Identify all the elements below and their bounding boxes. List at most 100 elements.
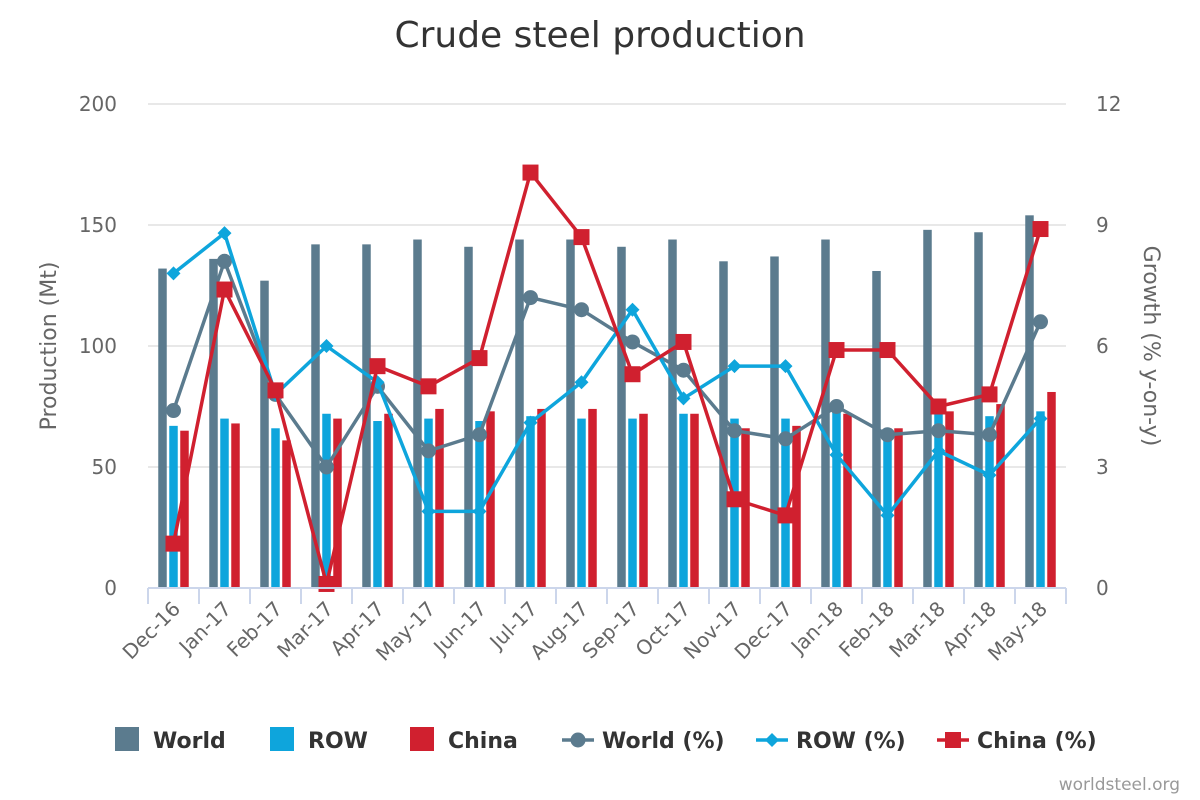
point-row	[472, 504, 487, 519]
legend-item-china[interactable]: China	[410, 727, 518, 754]
point-china	[777, 507, 794, 524]
bar-row	[628, 418, 637, 588]
credit-label[interactable]: worldsteel.org	[1059, 775, 1180, 795]
bar-china	[282, 440, 291, 588]
point-world	[727, 423, 742, 439]
y2-axis-title: Growth (% y-on-y)	[1138, 246, 1163, 447]
y2-tick-label: 0	[1096, 576, 1109, 600]
legend-label: World (%)	[602, 729, 725, 754]
bar-row	[1036, 411, 1045, 588]
legend-label: China	[448, 729, 518, 754]
y-tick-label: 50	[92, 455, 117, 479]
legend-item-row[interactable]: ROW (%)	[756, 729, 906, 754]
bar-china	[537, 408, 546, 588]
bar-china	[792, 425, 801, 588]
point-world	[574, 302, 589, 318]
chart-title: Crude steel production	[394, 15, 805, 56]
point-china	[624, 366, 641, 383]
bar-world	[617, 246, 626, 588]
bar-world	[209, 258, 218, 588]
bar-row	[526, 416, 535, 588]
bar-china	[996, 404, 1005, 588]
legend-marker	[570, 732, 586, 748]
bar-world	[974, 232, 983, 588]
bar-row	[373, 421, 382, 588]
bar-row	[220, 418, 229, 588]
point-world	[421, 443, 436, 459]
x-tick-label: Mar-18	[884, 597, 950, 663]
point-world	[217, 253, 232, 269]
bar-world	[770, 256, 779, 588]
bars	[158, 215, 1056, 589]
bar-world	[668, 239, 677, 588]
point-world	[778, 431, 793, 447]
y-tick-label: 200	[79, 92, 117, 116]
x-tick-label: Mar-17	[272, 597, 338, 663]
legend-item-china[interactable]: China (%)	[937, 729, 1097, 754]
y-tick-label: 150	[79, 213, 117, 237]
point-china	[267, 382, 284, 399]
bar-china	[843, 413, 852, 588]
legend-item-row[interactable]: ROW	[270, 727, 368, 754]
bar-china	[435, 408, 444, 588]
line-china	[171, 170, 1043, 586]
point-row	[676, 391, 691, 406]
bar-world	[719, 261, 728, 588]
x-tick-label: Dec-16	[118, 597, 185, 664]
point-row	[625, 302, 640, 317]
bar-china	[690, 413, 699, 588]
bar-world	[464, 246, 473, 588]
legend-label: World	[153, 729, 226, 754]
bar-row	[679, 413, 688, 588]
point-china	[981, 386, 998, 403]
point-world	[880, 427, 895, 443]
point-china	[726, 491, 743, 508]
y2-tick-label: 3	[1096, 455, 1109, 479]
legend-marker	[765, 733, 779, 747]
bar-china	[741, 428, 750, 588]
point-china	[930, 398, 947, 415]
line-world	[171, 259, 1043, 469]
point-world	[625, 334, 640, 350]
point-row	[727, 359, 742, 374]
point-china	[369, 358, 386, 375]
y-axis-title: Production (Mt)	[37, 262, 62, 431]
legend-label: China (%)	[977, 729, 1097, 754]
x-tick-label: Jun-17	[427, 597, 491, 661]
point-world	[1033, 314, 1048, 330]
bar-world	[566, 239, 575, 588]
bar-row	[577, 418, 586, 588]
bar-china	[945, 411, 954, 588]
bar-world	[1025, 215, 1034, 588]
point-world	[676, 362, 691, 378]
point-row	[931, 443, 946, 458]
point-world	[319, 459, 334, 475]
point-world	[523, 290, 538, 306]
legend-label: ROW (%)	[796, 729, 906, 754]
line-row	[172, 231, 1042, 518]
bar-row	[832, 411, 841, 588]
point-row	[778, 359, 793, 374]
legend-item-world[interactable]: World	[115, 727, 226, 754]
legend-swatch	[115, 727, 139, 751]
point-china	[471, 350, 488, 367]
bar-china	[588, 408, 597, 588]
bar-china	[231, 423, 240, 588]
legend-item-world[interactable]: World (%)	[562, 729, 725, 754]
bar-world	[260, 280, 269, 588]
y2-tick-label: 12	[1096, 92, 1121, 116]
point-china	[573, 229, 590, 246]
bar-row	[934, 413, 943, 588]
y2-tick-label: 6	[1096, 334, 1109, 358]
bar-china	[486, 411, 495, 588]
gridlines	[148, 103, 1066, 468]
point-row	[1033, 411, 1048, 426]
point-row	[880, 508, 895, 523]
bar-row	[781, 418, 790, 588]
point-world	[472, 427, 487, 443]
point-row	[166, 266, 181, 281]
point-row	[421, 504, 436, 519]
bar-world	[923, 229, 932, 588]
